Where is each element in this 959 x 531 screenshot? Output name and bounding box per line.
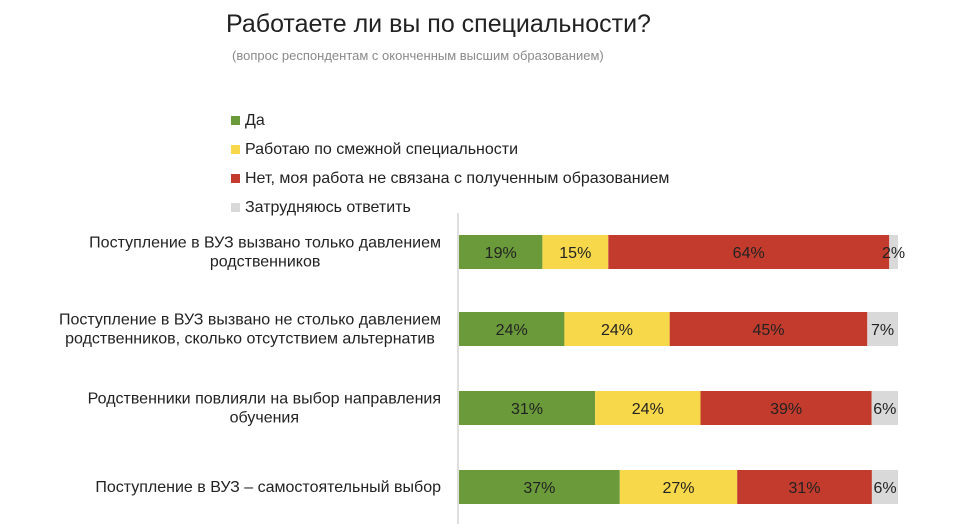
bar-unsure [871,470,898,504]
bar-yes [459,470,620,504]
data-label-unsure: 6% [873,401,896,418]
chart-subtitle: (вопрос респондентам с оконченным высшим… [232,48,604,63]
bar-no [669,312,868,346]
bar-yes [459,312,565,346]
data-label-no: 39% [770,401,802,418]
data-label-unsure: 6% [873,480,896,497]
bar-no [608,235,890,269]
category-label: Поступление в ВУЗ – самостоятельный выбо… [95,479,441,496]
legend-item-no: Нет, моя работа не связана с полученным … [231,164,669,193]
category-label: Родственники повлияли на выбор направлен… [88,391,441,408]
data-label-unsure: 7% [871,322,894,339]
bar-related [564,312,670,346]
data-label-no: 31% [788,480,820,497]
legend-item-unsure: Затрудняюсь ответить [231,193,669,222]
legend: Да Работаю по смежной специальности Нет,… [231,106,669,222]
legend-label-related: Работаю по смежной специальности [245,140,519,158]
data-label-yes: 24% [496,322,528,339]
bar-unsure [867,312,898,346]
bar-unsure [889,235,898,269]
data-label-related: 24% [601,322,633,339]
data-label-yes: 31% [511,401,543,418]
category-label: родственников, сколько отсутствием альте… [65,331,435,348]
data-label-unsure: 2% [882,245,905,262]
legend-swatch-related [231,145,240,154]
legend-swatch-no [231,174,240,183]
bar-unsure [871,391,898,425]
data-label-related: 27% [662,480,694,497]
bar-no [737,470,872,504]
legend-label-unsure: Затрудняюсь ответить [245,198,411,216]
data-label-no: 45% [752,322,784,339]
bar-no [700,391,872,425]
data-label-related: 15% [559,245,591,262]
data-label-yes: 37% [523,480,555,497]
data-label-related: 24% [632,401,664,418]
legend-item-yes: Да [231,106,669,135]
legend-label-yes: Да [245,111,265,129]
legend-swatch-yes [231,116,240,125]
bar-yes [459,391,596,425]
category-label: родственников [210,254,321,271]
chart-title: Работаете ли вы по специальности? [226,10,651,38]
data-label-yes: 19% [485,245,517,262]
category-label: Поступление в ВУЗ вызвано только давлени… [89,235,441,252]
bar-yes [459,235,543,269]
bar-related [542,235,609,269]
bar-related [619,470,738,504]
category-label: обучения [230,410,299,427]
data-label-no: 64% [733,245,765,262]
legend-label-no: Нет, моя работа не связана с полученным … [245,169,670,187]
legend-swatch-unsure [231,203,240,212]
bar-related [595,391,701,425]
legend-item-related: Работаю по смежной специальности [231,135,669,164]
category-label: Поступление в ВУЗ вызвано не столько дав… [59,312,441,329]
